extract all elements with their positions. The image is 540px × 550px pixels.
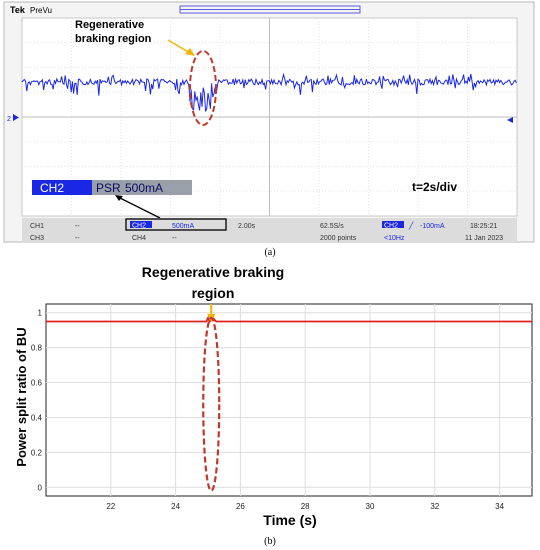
status-timediv: 2.00s — [238, 223, 256, 230]
y-tick-label: 0.8 — [31, 344, 43, 353]
status-bandwidth: <10Hz — [384, 235, 405, 242]
x-tick-label: 34 — [495, 502, 504, 511]
x-tick-label: 28 — [301, 502, 310, 511]
caption-a: (a) — [264, 247, 276, 258]
chart-title-line1: Regenerative braking — [142, 264, 284, 280]
x-tick-label: 30 — [366, 502, 375, 511]
ch2-status-highlight — [125, 218, 227, 231]
status-ch3[interactable]: CH3 — [30, 235, 44, 242]
x-tick-label: 26 — [236, 502, 245, 511]
status-ch4-value: -- — [172, 235, 177, 242]
x-tick-label: 24 — [171, 502, 180, 511]
annotation-arrow — [167, 39, 191, 54]
region-ellipse — [202, 316, 221, 492]
y-tick-label: 0.6 — [31, 379, 43, 388]
annotation-line1: Regenerative — [75, 19, 144, 31]
status-rate: 62.5S/s — [320, 223, 344, 230]
status-bar — [22, 218, 517, 242]
ch2-trace — [21, 72, 517, 112]
brand-label: Tek — [10, 5, 26, 15]
y-tick-label: 0.4 — [31, 413, 43, 422]
ch2-label-box — [32, 180, 92, 195]
psr-arrow — [117, 196, 161, 219]
power-split-chart: Regenerative braking region 22 24 26 28 30 32… — [14, 264, 533, 528]
mode-label: PreVu — [30, 6, 52, 15]
annotation-line2: braking region — [75, 33, 152, 45]
caption-b: (b) — [264, 536, 276, 547]
oscilloscope-screen: Tek PreVu 2 Regenerative braking region … — [3, 1, 535, 243]
status-ch3-value: -- — [75, 235, 80, 242]
status-ch2[interactable]: CH2 — [132, 223, 146, 230]
y-tick-label: 1 — [38, 309, 43, 318]
status-time: 18:25:21 — [470, 223, 497, 230]
x-axis-label: Time (s) — [263, 512, 316, 528]
psr-value: 500mA — [125, 181, 163, 195]
ch2-label: CH2 — [40, 181, 64, 195]
ch2-marker: 2 — [7, 116, 11, 123]
chart-title-line2: region — [192, 285, 235, 301]
trigger-level-arrow — [507, 117, 513, 123]
status-trigger-level: -100mA — [420, 223, 445, 230]
status-date: 11 Jan 2023 — [465, 235, 503, 242]
psr-label: PSR — [96, 181, 121, 195]
psr-label-box — [92, 180, 192, 195]
status-points: 2000 points — [320, 235, 357, 242]
x-tick-label: 32 — [430, 502, 439, 511]
annotation-arrowhead — [185, 48, 195, 56]
ch2-level-arrow — [13, 114, 19, 121]
status-ch2-scale: 500mA — [172, 223, 195, 230]
x-tick-label: 22 — [106, 502, 115, 511]
status-trigger-ch[interactable]: CH2 — [384, 223, 398, 230]
status-ch4[interactable]: CH4 — [132, 235, 146, 242]
y-axis-label: Power split ratio of BU — [14, 327, 29, 466]
regenerative-ellipse — [189, 50, 217, 126]
y-tick-label: 0 — [38, 483, 43, 492]
timebase-label: t=2s/div — [412, 180, 457, 194]
plot-area — [45, 303, 533, 497]
status-ch1[interactable]: CH1 — [30, 223, 44, 230]
series-line — [46, 315, 532, 324]
y-tick-label: 0.2 — [31, 448, 43, 457]
trigger-slope-icon: ╱ — [408, 221, 414, 230]
status-ch1-value: -- — [75, 223, 80, 230]
